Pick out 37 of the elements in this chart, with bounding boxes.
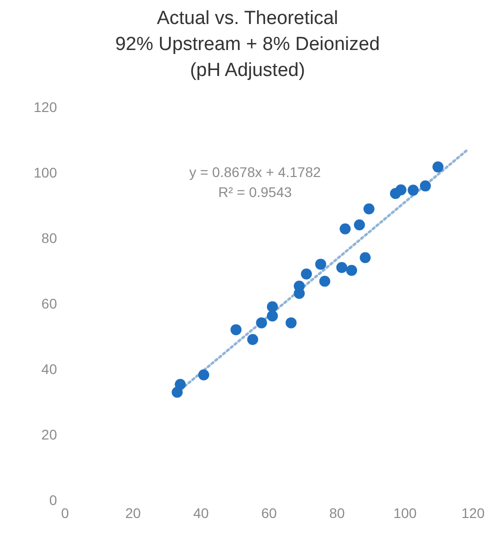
x-tick-label: 40 — [193, 504, 209, 521]
point — [363, 203, 374, 214]
point — [315, 258, 326, 270]
point — [266, 310, 278, 322]
point — [395, 184, 406, 196]
point — [266, 301, 278, 312]
x-tick-label: 80 — [329, 504, 345, 521]
point — [256, 317, 268, 328]
x-tick-label: 0 — [61, 504, 70, 521]
point — [346, 264, 358, 276]
point — [420, 180, 431, 192]
point — [286, 317, 297, 328]
point — [319, 276, 330, 287]
point — [247, 334, 258, 346]
point — [174, 378, 186, 390]
x-tick-label: 100 — [393, 504, 417, 521]
chart-title: Actual vs. Theoretical 92% Upstream + 8% Deionized (pH Adjusted) — [114, 7, 381, 83]
y-tick-label: 0 — [49, 492, 58, 508]
point — [300, 268, 312, 280]
y-tick-label: 20 — [41, 426, 58, 442]
x-tick-label: 60 — [261, 504, 277, 521]
x-tick-label: 20 — [125, 504, 141, 521]
annotation: y = 0.8678x + 4.1782 R² = 0.9543 — [188, 163, 322, 202]
x-tick-label: 120 — [461, 504, 485, 521]
y-tick-label: 60 — [41, 295, 58, 312]
point — [432, 161, 444, 172]
y-tick-label: 80 — [41, 230, 58, 246]
y-tick-label: 100 — [34, 164, 58, 180]
point — [340, 223, 351, 234]
point — [198, 369, 210, 380]
point — [408, 184, 419, 196]
y-tick-label: 40 — [41, 360, 58, 377]
point — [360, 252, 371, 264]
point — [230, 324, 242, 336]
point — [336, 262, 348, 273]
y-tick-label: 120 — [34, 98, 58, 115]
point — [354, 219, 365, 230]
